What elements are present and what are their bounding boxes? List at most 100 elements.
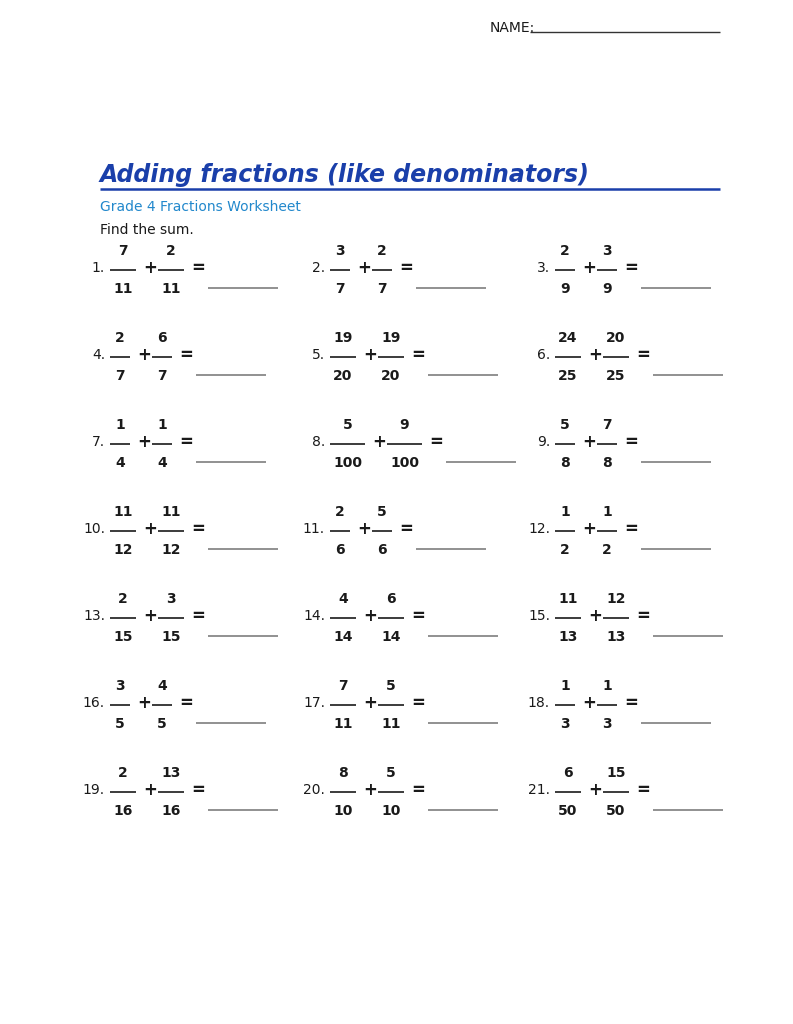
Text: 5: 5 [386, 679, 396, 693]
Text: 4: 4 [115, 456, 125, 470]
Text: 6: 6 [157, 331, 167, 345]
Text: 11: 11 [113, 505, 132, 519]
Text: 7: 7 [338, 679, 348, 693]
Text: 4: 4 [338, 592, 348, 606]
Text: =: = [191, 520, 205, 538]
Text: 50: 50 [607, 804, 626, 818]
Text: =: = [191, 781, 205, 799]
Text: 2: 2 [166, 244, 176, 258]
Text: 13: 13 [607, 630, 626, 644]
Text: 19: 19 [381, 331, 400, 345]
Text: =: = [624, 520, 638, 538]
Text: +: + [363, 694, 377, 712]
Text: 100: 100 [333, 456, 362, 470]
Text: 5: 5 [377, 505, 387, 519]
Text: 1: 1 [560, 505, 570, 519]
Text: 15: 15 [161, 630, 181, 644]
Text: Grade 4 Fractions Worksheet: Grade 4 Fractions Worksheet [100, 200, 301, 214]
Text: 9: 9 [602, 282, 612, 296]
Text: 2.: 2. [312, 261, 325, 275]
Text: 20: 20 [607, 331, 626, 345]
Text: 20: 20 [333, 369, 353, 383]
Text: +: + [137, 433, 151, 451]
Text: =: = [411, 346, 425, 364]
Text: 15.: 15. [528, 609, 550, 623]
Text: 8: 8 [560, 456, 570, 470]
Text: =: = [624, 694, 638, 712]
Text: 3: 3 [335, 244, 345, 258]
Text: =: = [191, 259, 205, 278]
Text: 13: 13 [161, 766, 181, 780]
Text: 20: 20 [381, 369, 400, 383]
Text: 2: 2 [118, 766, 128, 780]
Text: 7: 7 [115, 369, 125, 383]
Text: 6: 6 [335, 543, 345, 557]
Text: 8.: 8. [312, 435, 325, 449]
Text: 11: 11 [113, 282, 132, 296]
Text: 7.: 7. [92, 435, 105, 449]
Text: 8: 8 [602, 456, 612, 470]
Text: 3: 3 [167, 592, 176, 606]
Text: 19.: 19. [83, 783, 105, 797]
Text: =: = [636, 781, 650, 799]
Text: =: = [411, 694, 425, 712]
Text: 15: 15 [113, 630, 132, 644]
Text: 100: 100 [390, 456, 419, 470]
Text: 1: 1 [602, 505, 612, 519]
Text: +: + [357, 259, 371, 278]
Text: =: = [624, 433, 638, 451]
Text: 2: 2 [115, 331, 125, 345]
Text: +: + [143, 259, 157, 278]
Text: 6: 6 [377, 543, 387, 557]
Text: 1.: 1. [92, 261, 105, 275]
Text: =: = [411, 607, 425, 625]
Text: 11: 11 [161, 282, 181, 296]
Text: 1: 1 [560, 679, 570, 693]
Text: NAME:: NAME: [490, 22, 535, 35]
Text: +: + [143, 781, 157, 799]
Text: 9.: 9. [537, 435, 550, 449]
Text: 5: 5 [386, 766, 396, 780]
Text: 11: 11 [558, 592, 578, 606]
Text: +: + [363, 781, 377, 799]
Text: 2: 2 [335, 505, 345, 519]
Text: =: = [636, 346, 650, 364]
Text: 5: 5 [560, 418, 570, 432]
Text: 3: 3 [560, 717, 570, 731]
Text: Adding fractions (like denominators): Adding fractions (like denominators) [100, 163, 590, 187]
Text: 9: 9 [560, 282, 570, 296]
Text: 3.: 3. [537, 261, 550, 275]
Text: 7: 7 [157, 369, 167, 383]
Text: +: + [582, 520, 596, 538]
Text: +: + [588, 607, 602, 625]
Text: 2: 2 [377, 244, 387, 258]
Text: 12: 12 [113, 543, 132, 557]
Text: =: = [399, 259, 413, 278]
Text: Find the sum.: Find the sum. [100, 223, 193, 237]
Text: 7: 7 [377, 282, 387, 296]
Text: =: = [191, 607, 205, 625]
Text: =: = [636, 607, 650, 625]
Text: +: + [137, 694, 151, 712]
Text: 12: 12 [161, 543, 181, 557]
Text: 5.: 5. [312, 348, 325, 362]
Text: 10: 10 [381, 804, 400, 818]
Text: +: + [143, 607, 157, 625]
Text: +: + [582, 433, 596, 451]
Text: 7: 7 [118, 244, 128, 258]
Text: +: + [143, 520, 157, 538]
Text: 7: 7 [602, 418, 612, 432]
Text: 13: 13 [558, 630, 577, 644]
Text: +: + [363, 607, 377, 625]
Text: +: + [357, 520, 371, 538]
Text: 3: 3 [602, 244, 612, 258]
Text: 2: 2 [560, 543, 570, 557]
Text: 10.: 10. [83, 522, 105, 536]
Text: =: = [179, 346, 193, 364]
Text: =: = [429, 433, 443, 451]
Text: 12.: 12. [528, 522, 550, 536]
Text: 11: 11 [333, 717, 353, 731]
Text: +: + [363, 346, 377, 364]
Text: 4: 4 [157, 456, 167, 470]
Text: 21.: 21. [528, 783, 550, 797]
